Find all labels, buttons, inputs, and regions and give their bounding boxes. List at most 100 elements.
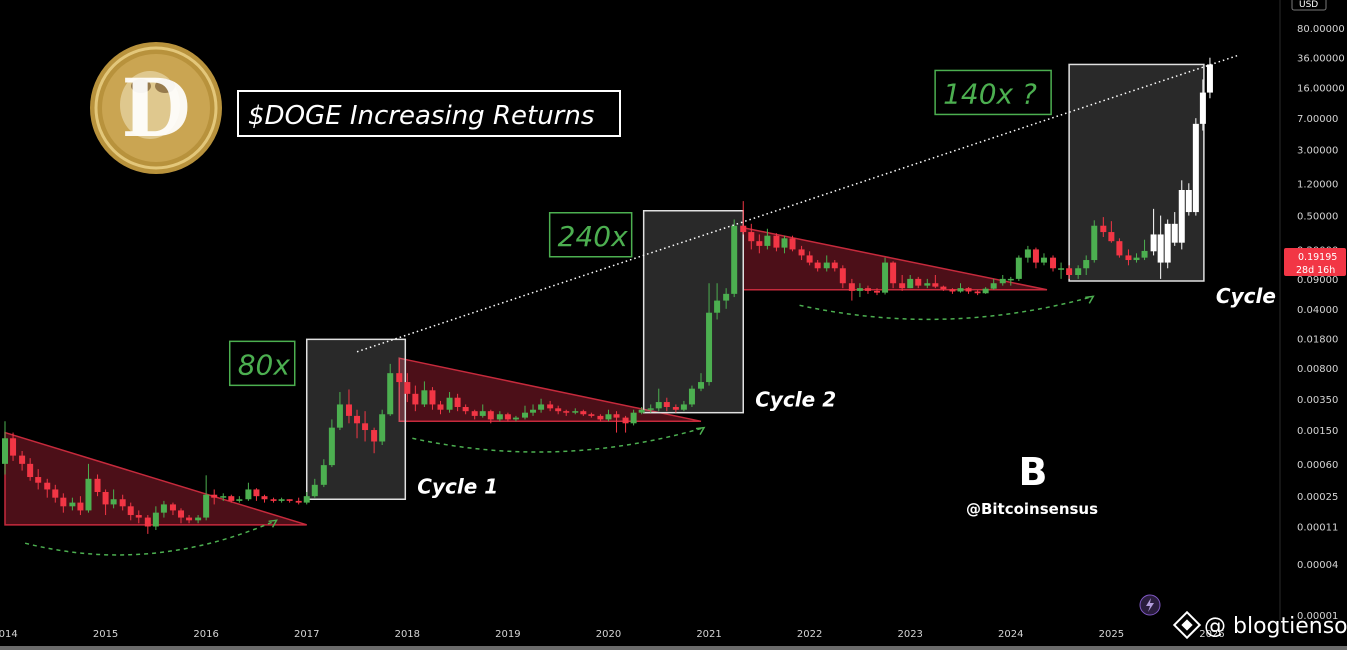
candle [538, 404, 545, 410]
candle [345, 404, 352, 416]
candle [437, 404, 444, 410]
cycle-arrow-head [268, 519, 278, 528]
candle [748, 232, 755, 242]
candle [336, 404, 343, 428]
y-tick-label: 0.00025 [1297, 492, 1338, 503]
current-price-value: 0.19195 [1298, 252, 1337, 263]
candle [806, 255, 813, 263]
candle [362, 423, 369, 431]
candle [940, 286, 947, 290]
candle [781, 238, 788, 248]
candle [512, 417, 519, 420]
candle [1015, 257, 1022, 279]
diamond-logo-icon [1172, 610, 1202, 640]
candle [152, 512, 159, 527]
candle [638, 409, 645, 413]
candle [831, 262, 838, 269]
candle [487, 411, 494, 420]
candle [521, 412, 528, 418]
y-tick-label: 0.00800 [1297, 364, 1338, 375]
candle [706, 312, 713, 383]
current-price-countdown: 28d 16h [1296, 265, 1335, 276]
candle [555, 408, 562, 412]
candle [69, 502, 76, 507]
candle [261, 496, 268, 500]
candle [236, 499, 243, 501]
candle [915, 278, 922, 286]
candle [613, 414, 620, 418]
candle [135, 515, 142, 518]
candle [10, 438, 17, 456]
candle [203, 494, 210, 518]
candle [1108, 232, 1115, 242]
candle [563, 411, 570, 413]
multiplier-label: 140x ? [943, 77, 1037, 110]
candle [77, 502, 84, 511]
x-tick-label: 2026 [1199, 629, 1224, 640]
chart-title-box: $DOGE Increasing Returns [237, 90, 621, 137]
candle [1075, 268, 1082, 275]
candle [1058, 268, 1065, 270]
candle [479, 411, 486, 416]
candle [379, 414, 386, 442]
projection-candle [1185, 190, 1192, 213]
brand-handle: @Bitcoinsensus [966, 500, 1098, 518]
candle [85, 478, 92, 511]
multiplier-label: 80x [238, 348, 291, 381]
candle [731, 225, 738, 294]
candle [839, 268, 846, 284]
y-tick-label: 0.01800 [1297, 334, 1338, 345]
candle [680, 404, 687, 410]
candle [421, 390, 428, 405]
x-tick-label: 2021 [696, 629, 721, 640]
candle [328, 427, 335, 466]
projection-candle [1178, 190, 1185, 243]
candle [723, 293, 730, 301]
candle [773, 235, 780, 248]
candle [630, 412, 637, 424]
y-tick-label: 3.00000 [1297, 145, 1338, 156]
sparkle-button[interactable] [1139, 594, 1161, 616]
candle [1100, 225, 1107, 233]
candle [924, 283, 931, 286]
projection-candle [1192, 123, 1199, 213]
candle [1141, 250, 1148, 258]
candles-layer [2, 57, 1213, 534]
time-axis[interactable]: 2014 2015 2016 2017 2018 2019 2020 2021 2022 2023… [0, 629, 1225, 640]
candle [429, 390, 436, 405]
candle [1050, 257, 1057, 269]
candle [547, 404, 554, 409]
y-tick-label: 16.00000 [1297, 84, 1345, 95]
candle [756, 241, 763, 246]
chart-title: $DOGE Increasing Returns [248, 101, 594, 131]
candle [740, 225, 747, 233]
currency-unit-badge[interactable]: USD [1291, 0, 1327, 11]
candle [848, 283, 855, 291]
x-tick-label: 2015 [93, 629, 118, 640]
candle [245, 489, 252, 500]
projection-candle [1206, 64, 1213, 93]
candle [186, 517, 193, 521]
candle [446, 397, 453, 410]
projection-candle [1157, 234, 1164, 263]
candle [404, 382, 411, 394]
candle [965, 288, 972, 292]
cycle-arrow [24, 519, 277, 556]
candle [35, 477, 42, 483]
candle [462, 406, 469, 412]
y-tick-label: 0.00150 [1297, 426, 1338, 437]
candle [320, 465, 327, 485]
multiplier-badge [228, 340, 296, 387]
price-axis[interactable]: 80.00000 36.00000 16.00000 7.00000 3.00000 1.… [1297, 24, 1345, 622]
cycle-arrow [799, 295, 1094, 321]
candle [882, 262, 889, 293]
currency-unit: USD [1299, 0, 1318, 10]
candle [999, 278, 1006, 284]
cycle-label: Cycle 2 [755, 388, 836, 412]
candle [471, 411, 478, 416]
candle [60, 497, 67, 507]
candle [387, 373, 394, 415]
cycle-boxes [305, 63, 1205, 501]
